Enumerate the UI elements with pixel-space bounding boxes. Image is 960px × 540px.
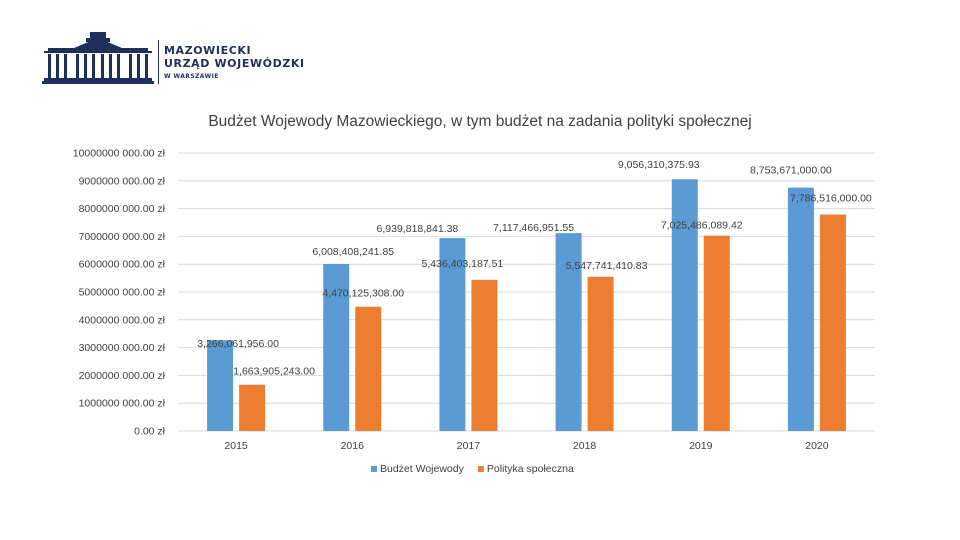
data-label: 5,436,403,187.51: [422, 258, 504, 270]
y-tick-label: 0.00 zł: [134, 426, 166, 438]
legend-label: Polityka społeczna: [487, 463, 574, 475]
legend: Budżet Wojewody Polityka społeczna: [371, 463, 574, 475]
bar-budzet-2019: [671, 179, 698, 431]
bar-budzet-2020: [787, 187, 814, 431]
x-tick-label: 2020: [805, 440, 829, 452]
bar-polityka-2019: [703, 235, 730, 431]
legend-label: Budżet Wojewody: [380, 463, 465, 475]
y-tick-label: 1000000 000.00 zł: [79, 398, 166, 410]
bar-polityka-2016: [355, 306, 382, 431]
y-tick-label: 7000000 000.00 zł: [79, 231, 166, 243]
data-label: 7,025,486,089.42: [661, 220, 743, 232]
x-tick-label: 2017: [457, 440, 481, 452]
bar-budzet-2016: [323, 263, 350, 431]
org-line-2: URZĄD WOJEWÓDZKI: [164, 57, 305, 70]
y-tick-label: 3000000 000.00 zł: [79, 342, 166, 354]
y-tick-label: 6000000 000.00 zł: [79, 259, 166, 271]
data-label: 8,753,671,000.00: [750, 165, 832, 177]
data-label: 6,008,408,241.85: [312, 246, 394, 258]
data-label: 3,266,061,956.00: [197, 338, 279, 350]
bar-polityka-2015: [239, 384, 266, 431]
y-tick-label: 10000000 000.00 zł: [73, 148, 166, 160]
y-tick-label: 2000000 000.00 zł: [79, 370, 166, 382]
data-label: 9,056,310,375.93: [618, 159, 700, 171]
x-tick-label: 2018: [573, 440, 597, 452]
org-line-3: W WARSZAWIE: [164, 73, 219, 80]
bar-polityka-2020: [819, 214, 846, 431]
org-name: MAZOWIECKI URZĄD WOJEWÓDZKI W WARSZAWIE: [164, 44, 305, 80]
x-tick-label: 2015: [224, 440, 248, 452]
y-tick-label: 9000000 000.00 zł: [79, 175, 166, 187]
legend-swatch: [477, 466, 484, 472]
grid-lines: [178, 152, 875, 432]
org-line-1: MAZOWIECKI: [164, 44, 252, 57]
data-label: 5,547,741,410.83: [566, 260, 648, 272]
bar-polityka-2018: [587, 276, 614, 431]
bars: [207, 179, 846, 431]
data-label: 6,939,818,841.38: [377, 223, 459, 235]
x-axis-ticks: 2015 2016 2017 2018 2019 2020: [224, 440, 828, 452]
y-tick-label: 5000000 000.00 zł: [79, 287, 166, 299]
y-tick-label: 8000000 000.00 zł: [79, 203, 166, 215]
x-tick-label: 2019: [689, 440, 713, 452]
data-label: 4,470,125,308.00: [322, 288, 404, 300]
data-label: 7,786,516,000.00: [790, 193, 872, 205]
data-label: 7,117,466,951.55: [493, 222, 574, 234]
y-axis-ticks: 0.00 zł 1000000 000.00 zł 2000000 000.00 z…: [73, 148, 166, 438]
bar-budzet-2015: [207, 340, 234, 431]
bar-budzet-2018: [555, 233, 582, 431]
bar-budzet-2017: [439, 238, 466, 431]
data-labels: 3,266,061,956.00 1,663,905,243.00 6,008,40…: [197, 159, 872, 378]
legend-swatch: [371, 466, 377, 472]
data-label: 1,663,905,243.00: [233, 366, 315, 378]
y-tick-label: 4000000 000.00 zł: [79, 314, 166, 326]
chart-title: Budżet Wojewody Mazowieckiego, w tym bud…: [208, 113, 752, 130]
building-icon: [42, 32, 159, 84]
bar-polityka-2017: [471, 279, 498, 431]
x-tick-label: 2016: [341, 440, 365, 452]
